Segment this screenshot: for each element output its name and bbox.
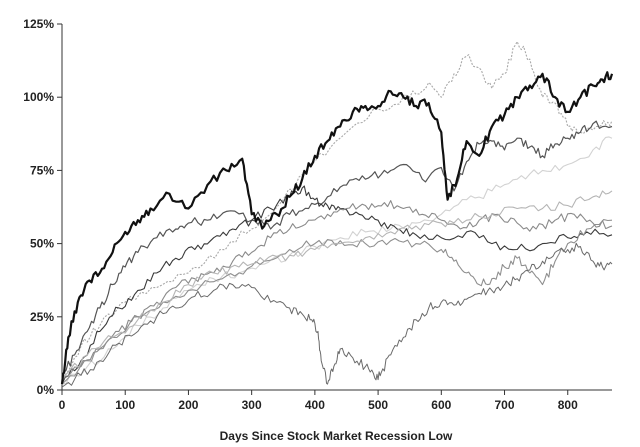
tick-labels: 0% 25% 50% 75% 100% 125% 0 100 200 300 400 500 600 70… xyxy=(23,17,578,412)
series-line-4 xyxy=(61,136,613,385)
series-line-6 xyxy=(61,200,613,382)
x-tick-label: 100 xyxy=(115,398,135,412)
series-line-3 xyxy=(61,120,613,376)
x-tick-label: 600 xyxy=(431,398,451,412)
x-tick-label: 400 xyxy=(305,398,325,412)
series-line-8 xyxy=(61,190,613,379)
x-tick-label: 500 xyxy=(368,398,388,412)
series-line-1 xyxy=(60,71,614,385)
x-tick-label: 0 xyxy=(59,398,66,412)
y-tick-label: 125% xyxy=(23,17,54,31)
y-tick-label: 0% xyxy=(37,383,55,397)
x-axis-title: Days Since Stock Market Recession Low xyxy=(220,429,453,443)
x-tick-label: 800 xyxy=(558,398,578,412)
x-tick-label: 300 xyxy=(242,398,262,412)
axes xyxy=(57,23,612,395)
y-tick-label: 50% xyxy=(30,237,54,251)
series-line-2 xyxy=(61,41,613,382)
series-line-5 xyxy=(61,185,613,385)
series-line-9 xyxy=(61,242,613,388)
x-tick-label: 700 xyxy=(495,398,515,412)
y-tick-label: 25% xyxy=(30,310,54,324)
series-line-7 xyxy=(61,219,613,385)
series-lines xyxy=(60,41,614,388)
y-tick-label: 100% xyxy=(23,90,54,104)
y-tick-label: 75% xyxy=(30,163,54,177)
x-tick-label: 200 xyxy=(178,398,198,412)
